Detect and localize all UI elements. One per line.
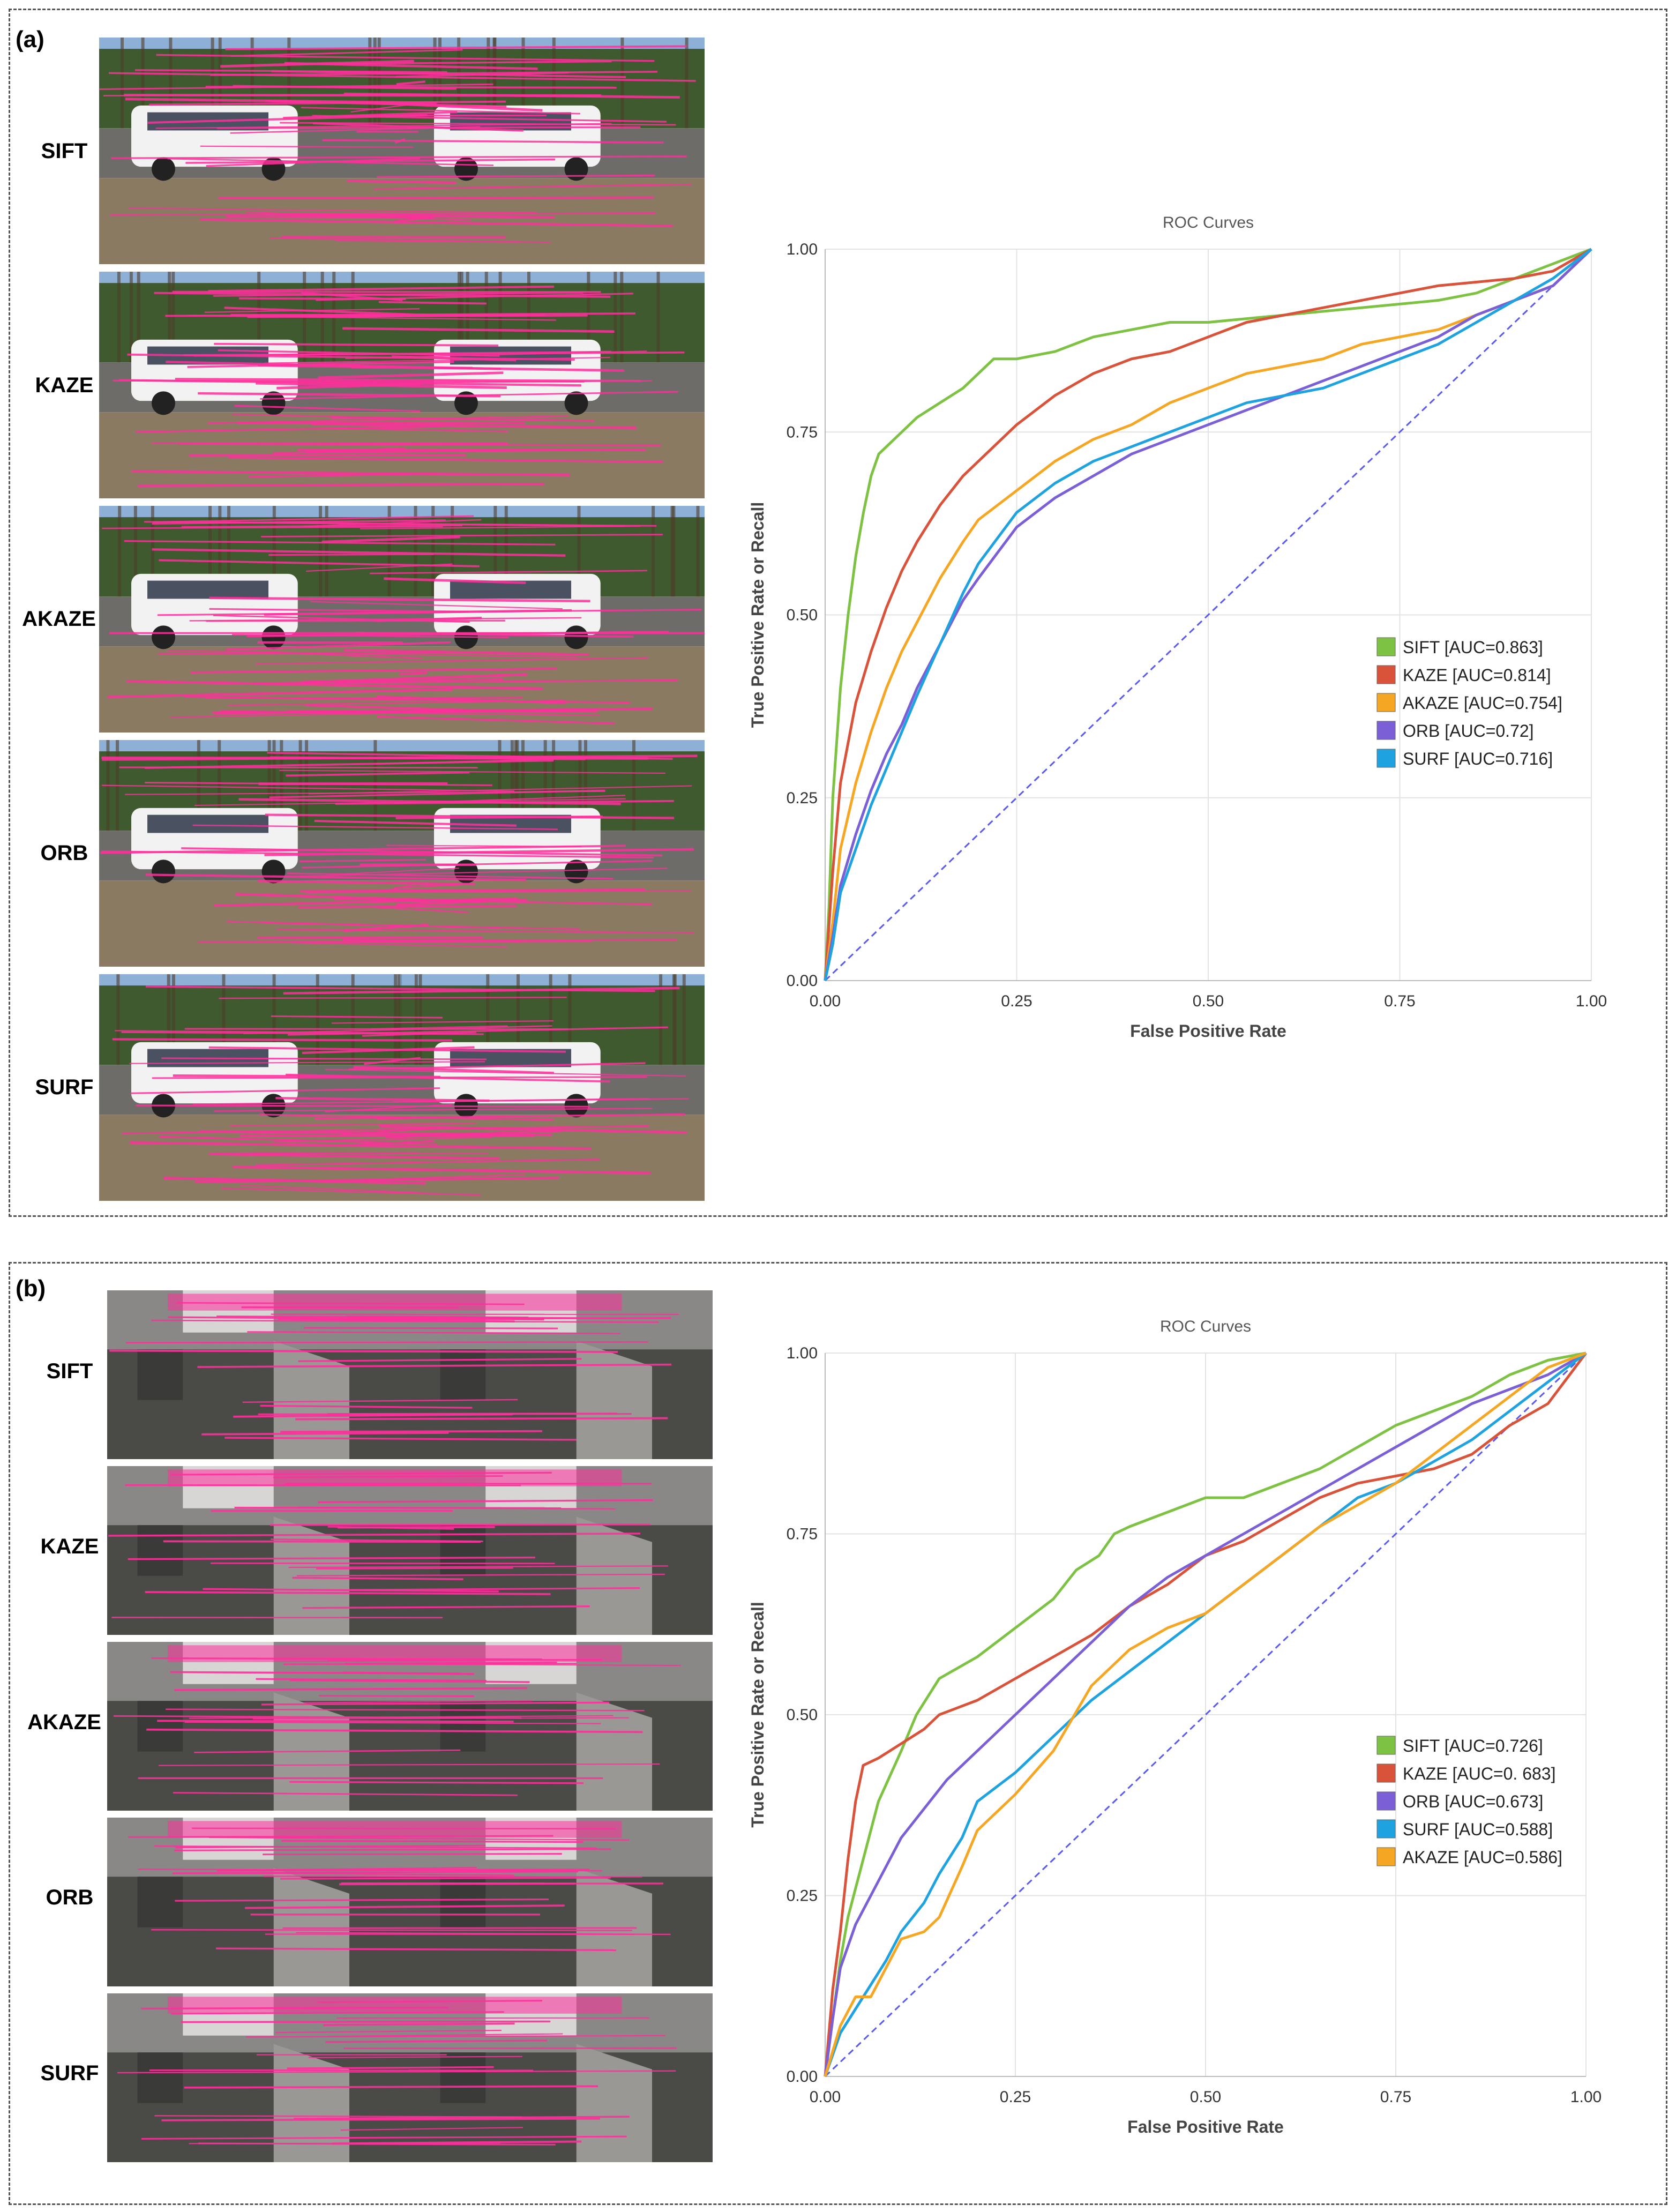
row-label-sift-a: SIFT [41,139,88,163]
legend-label-akaze: AKAZE [AUC=0.586] [1403,1848,1562,1867]
y-tick-label: 0.00 [787,2068,818,2086]
legend-swatch-sift [1376,637,1396,656]
x-tick-label: 0.75 [1380,2088,1411,2106]
y-axis-label-a: True Positive Rate or Recall [748,502,767,728]
y-tick-label: 0.75 [787,1526,818,1543]
legend-label-orb: ORB [AUC=0.72] [1403,721,1534,741]
legend-swatch-surf [1376,1819,1396,1839]
y-tick-label: 1.00 [787,241,818,258]
legend-swatch-kaze [1376,1763,1396,1783]
x-tick-label: 0.25 [1000,2088,1031,2106]
roc-line-akaze-a [824,248,1592,981]
roc-line-orb-b [824,1351,1587,2077]
chance-diagonal [824,1352,1587,2078]
legend-label-orb: ORB [AUC=0.673] [1403,1792,1543,1811]
row-label-orb-b: ORB [46,1886,94,1909]
legend-swatch-sift [1376,1736,1396,1755]
row-label-kaze-b: KAZE [40,1535,99,1558]
legend-label-surf: SURF [AUC=0.716] [1403,749,1553,768]
panel-a: (a) [9,9,1667,1217]
legend-label-sift: SIFT [AUC=0.863] [1403,638,1543,657]
legend-swatch-akaze [1376,693,1396,712]
roc-line-akaze-b [824,1351,1587,2077]
chart-title-a: ROC Curves [1163,214,1254,231]
legend-label-surf: SURF [AUC=0.588] [1403,1820,1553,1839]
legend-swatch-orb [1376,721,1396,740]
match-image-sift-a [99,38,705,264]
roc-line-orb-a [824,248,1592,981]
x-tick-label: 0.25 [1001,992,1032,1010]
row-label-akaze-b: AKAZE [27,1710,101,1734]
y-tick-label: 0.25 [787,1887,818,1905]
x-tick-label: 0.00 [810,992,841,1010]
x-tick-label: 0.50 [1193,992,1224,1010]
y-tick-label: 0.25 [787,789,818,807]
roc-line-kaze-b [824,1352,1587,2077]
y-tick-label: 1.00 [787,1344,818,1362]
y-axis-label-b: True Positive Rate or Recall [748,1602,767,1828]
roc-line-sift-b [824,1351,1587,2077]
row-label-surf-a: SURF [35,1075,94,1099]
row-label-kaze-a: KAZE [35,373,94,397]
match-image-orb-a [99,740,705,967]
chart-title-b: ROC Curves [1160,1318,1251,1335]
x-tick-label: 0.50 [1190,2088,1221,2106]
legend-swatch-surf [1376,749,1396,768]
chance-diagonal [824,248,1592,982]
legend-label-kaze: KAZE [AUC=0. 683] [1403,1764,1555,1783]
match-image-sift-b [107,1290,713,1459]
legend-label-akaze: AKAZE [AUC=0.754] [1403,693,1562,713]
roc-line-sift-a [824,248,1592,981]
roc-chart-a: ROC Curves 0.00 0.00 0.25 0.25 0.50 0.50 0.75 0.… [748,214,1607,1041]
x-axis-label-a: False Positive Rate [1130,1021,1286,1041]
match-image-orb-b [107,1818,713,1986]
panel-a-label: (a) [16,26,44,53]
row-label-orb-a: ORB [40,841,88,865]
row-label-akaze-a: AKAZE [22,607,96,631]
roc-chart-b: ROC Curves 0.00 0.00 0.25 0.25 0.50 0.50 0.75 0.… [748,1318,1602,2136]
match-image-surf-b [107,1993,713,2162]
y-tick-label: 0.50 [787,607,818,624]
roc-line-surf-a [824,248,1592,981]
match-image-akaze-b [107,1642,713,1811]
x-tick-label: 0.75 [1384,992,1415,1010]
legend-swatch-kaze [1376,665,1396,684]
panel-b: (b) [9,1262,1667,2205]
match-image-akaze-a [99,506,705,733]
roc-line-surf-b [824,1352,1587,2077]
legend-label-kaze: KAZE [AUC=0.814] [1403,666,1551,685]
match-image-kaze-a [99,272,705,498]
x-tick-label: 1.00 [1570,2088,1602,2106]
legend-label-sift: SIFT [AUC=0.726] [1403,1736,1543,1755]
x-axis-label-b: False Positive Rate [1127,2117,1284,2136]
y-tick-label: 0.00 [787,972,818,990]
legend-swatch-akaze [1376,1847,1396,1866]
roc-line-kaze-a [824,248,1592,981]
row-label-surf-b: SURF [40,2061,99,2085]
row-label-sift-b: SIFT [46,1359,93,1383]
panel-b-label: (b) [16,1275,46,1302]
y-tick-label: 0.50 [787,1706,818,1724]
legend-swatch-orb [1376,1791,1396,1811]
match-image-surf-a [99,974,705,1201]
y-tick-label: 0.75 [787,423,818,441]
x-tick-label: 0.00 [810,2088,841,2106]
x-tick-label: 1.00 [1576,992,1607,1010]
match-image-kaze-b [107,1466,713,1635]
